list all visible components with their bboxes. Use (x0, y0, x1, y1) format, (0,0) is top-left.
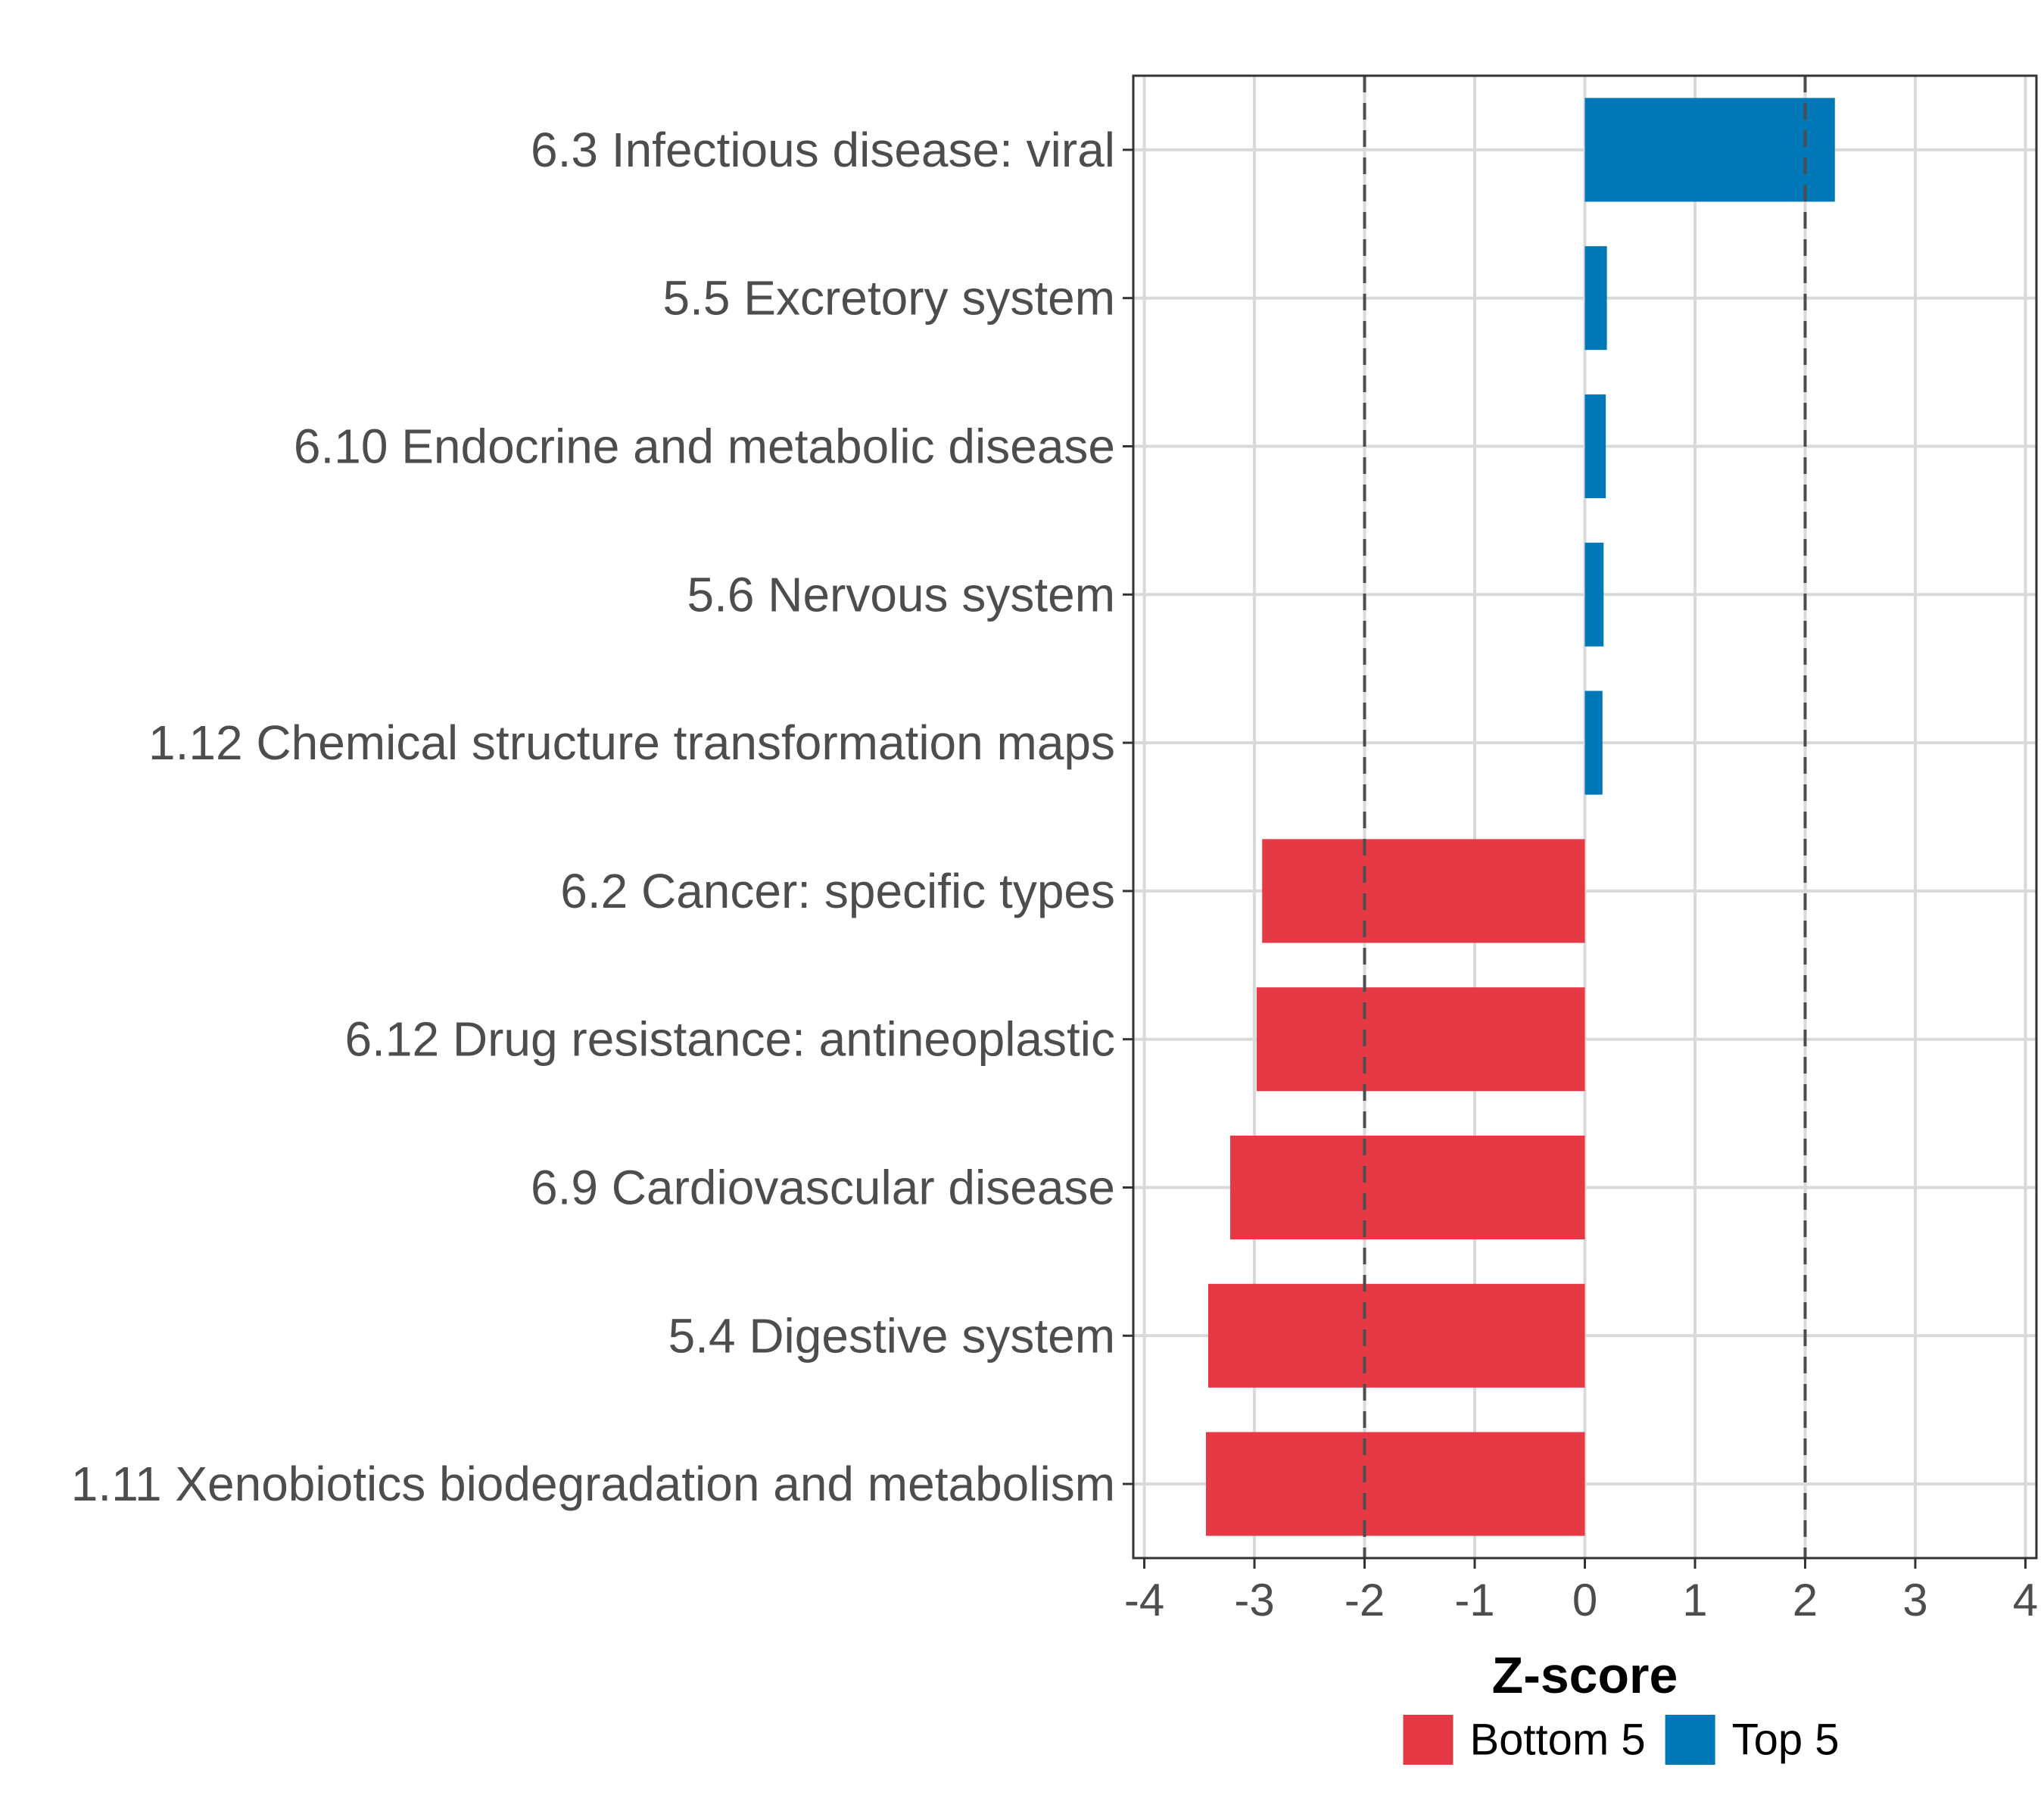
x-tick-label: 4 (2013, 1575, 2038, 1625)
x-tick-label: -1 (1454, 1575, 1494, 1625)
x-tick-label: 3 (1902, 1575, 1927, 1625)
bar (1584, 542, 1604, 647)
x-tick-label: 2 (1793, 1575, 1818, 1625)
x-tick-label: 1 (1682, 1575, 1707, 1625)
x-axis: -4 -3 -2 -1 0 1 2 3 4 (1124, 1558, 2038, 1625)
category-label: 1.12 Chemical structure transformation m… (148, 715, 1115, 770)
bar (1584, 394, 1606, 499)
bar (1584, 690, 1603, 795)
category-label: 5.6 Nervous system (687, 567, 1115, 622)
bar (1206, 1432, 1585, 1536)
category-label: 5.4 Digestive system (668, 1308, 1115, 1363)
bars (1206, 98, 1835, 1536)
legend-key (1665, 1715, 1715, 1765)
legend-label: Bottom 5 (1469, 1716, 1645, 1765)
x-tick-label: -4 (1124, 1575, 1164, 1625)
category-label: 6.3 Infectious disease: viral (531, 123, 1115, 177)
bar (1207, 1283, 1585, 1388)
x-axis-title: Z-score (1492, 1647, 1678, 1704)
y-axis: 6.3 Infectious disease: viral 5.5 Excreto… (71, 123, 1133, 1511)
category-label: 6.12 Drug resistance: antineoplastic (345, 1012, 1115, 1067)
bar (1256, 987, 1585, 1092)
bar (1262, 839, 1585, 943)
x-tick-label: -3 (1234, 1575, 1274, 1625)
bar (1584, 98, 1835, 202)
category-label: 6.2 Cancer: specific types (560, 864, 1115, 918)
category-label: 5.5 Excretory system (663, 271, 1116, 326)
x-tick-label: -2 (1344, 1575, 1385, 1625)
category-label: 6.9 Cardiovascular disease (531, 1161, 1115, 1215)
reference-lines (1363, 76, 1807, 1558)
category-label: 1.11 Xenobiotics biodegradation and meta… (71, 1457, 1115, 1511)
category-label: 6.10 Endocrine and metabolic disease (294, 419, 1115, 474)
legend: Bottom 5 Top 5 (1403, 1715, 1840, 1765)
legend-key (1403, 1715, 1454, 1765)
bar (1584, 246, 1607, 351)
legend-label: Top 5 (1732, 1716, 1840, 1765)
x-tick-label: 0 (1572, 1575, 1597, 1625)
bar (1230, 1135, 1585, 1240)
